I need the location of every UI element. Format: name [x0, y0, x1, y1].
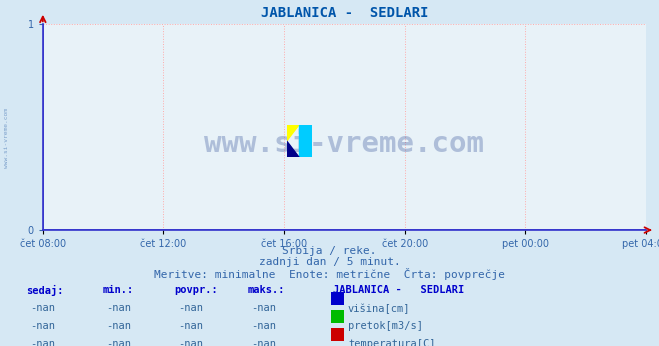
Text: Meritve: minimalne  Enote: metrične  Črta: povprečje: Meritve: minimalne Enote: metrične Črta:… [154, 268, 505, 281]
Text: www.si-vreme.com: www.si-vreme.com [4, 108, 9, 169]
Text: Srbija / reke.: Srbija / reke. [282, 246, 377, 256]
Polygon shape [299, 125, 312, 157]
Text: zadnji dan / 5 minut.: zadnji dan / 5 minut. [258, 257, 401, 267]
Text: povpr.:: povpr.: [175, 285, 218, 295]
Text: -nan: -nan [106, 339, 131, 346]
Text: -nan: -nan [179, 303, 204, 313]
Text: višina[cm]: višina[cm] [348, 303, 411, 314]
Text: -nan: -nan [30, 303, 55, 313]
Text: -nan: -nan [106, 303, 131, 313]
Text: -nan: -nan [30, 321, 55, 331]
Polygon shape [287, 141, 299, 157]
Text: temperatura[C]: temperatura[C] [348, 339, 436, 346]
Text: min.:: min.: [102, 285, 133, 295]
Text: pretok[m3/s]: pretok[m3/s] [348, 321, 423, 331]
Text: -nan: -nan [179, 321, 204, 331]
Polygon shape [287, 125, 299, 141]
Text: -nan: -nan [30, 339, 55, 346]
Text: -nan: -nan [106, 321, 131, 331]
Text: -nan: -nan [251, 339, 276, 346]
Text: -nan: -nan [251, 321, 276, 331]
Text: www.si-vreme.com: www.si-vreme.com [204, 130, 484, 158]
Text: maks.:: maks.: [247, 285, 285, 295]
Text: sedaj:: sedaj: [26, 285, 64, 297]
Title: JABLANICA -  SEDLARI: JABLANICA - SEDLARI [260, 6, 428, 20]
Text: -nan: -nan [179, 339, 204, 346]
Text: JABLANICA -   SEDLARI: JABLANICA - SEDLARI [333, 285, 464, 295]
Text: -nan: -nan [251, 303, 276, 313]
